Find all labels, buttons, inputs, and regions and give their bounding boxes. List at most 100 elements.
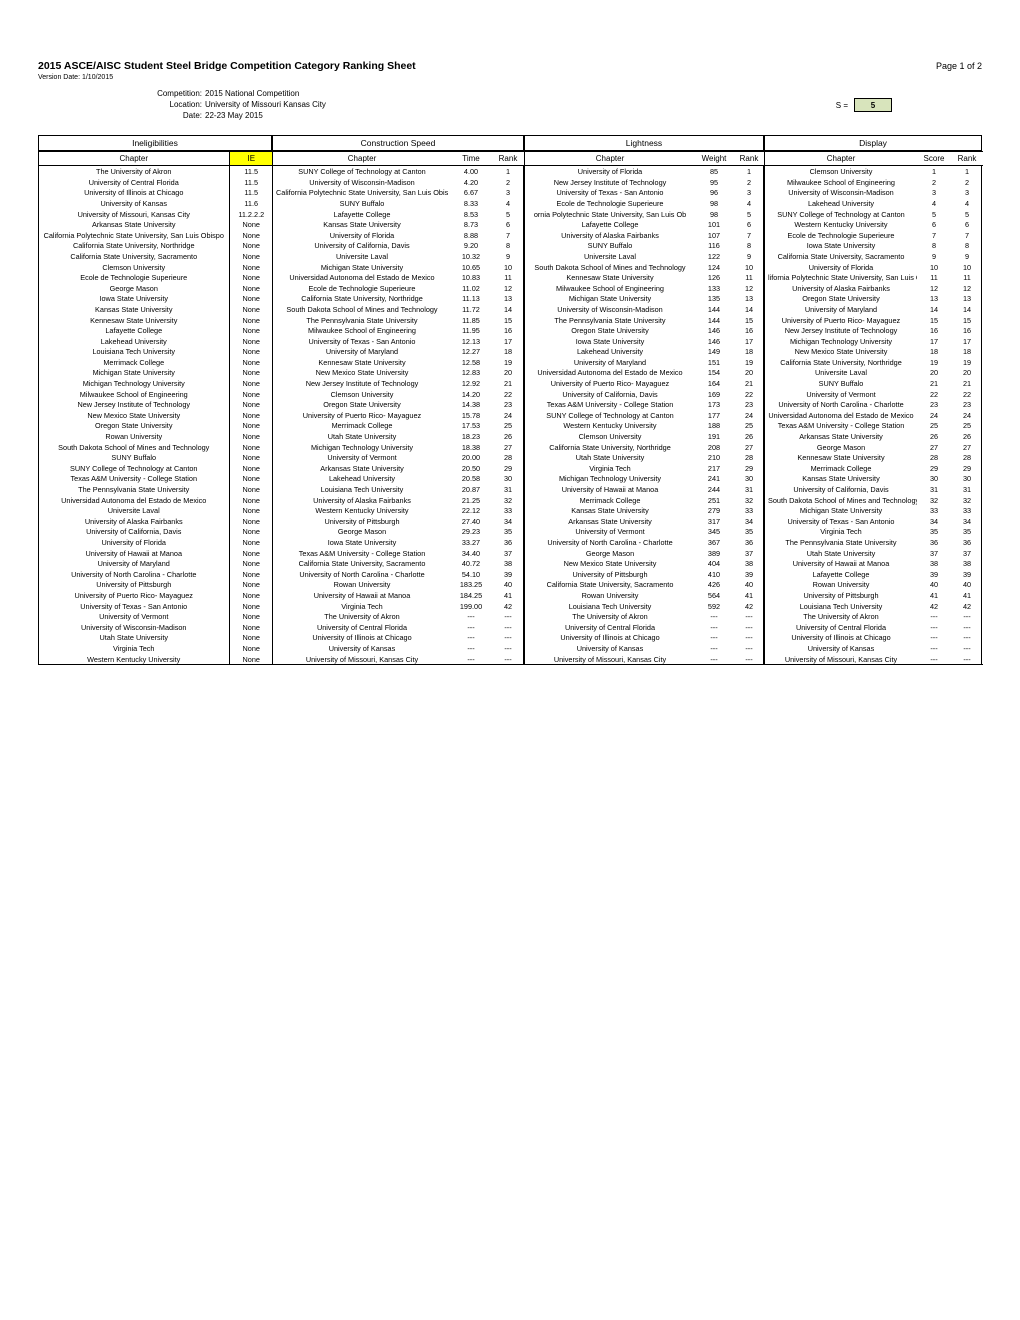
table-row: lifornia Polytechnic State University, S… — [765, 272, 983, 283]
cell-value: 33 — [491, 505, 525, 516]
table-row: University of Hawaii at ManoaNone — [39, 548, 273, 559]
cell-ie: None — [229, 654, 273, 665]
table-row: California State University, Sacramento4… — [525, 580, 765, 591]
table-row: Kansas State University3030 — [765, 474, 983, 485]
cell-chapter: University of Texas - San Antonio — [765, 516, 917, 527]
cell-value: 11.72 — [451, 304, 491, 315]
cell-value: 14 — [491, 304, 525, 315]
cell-value: 35 — [733, 527, 765, 538]
cell-value: 32 — [951, 495, 983, 506]
cell-chapter: Iowa State University — [273, 537, 451, 548]
cell-value: 18 — [951, 346, 983, 357]
cell-chapter: University of Maryland — [273, 346, 451, 357]
cell-value: 10 — [733, 262, 765, 273]
cell-chapter: Ecole de Technologie Superieure — [765, 230, 917, 241]
cell-value: 18 — [917, 346, 951, 357]
cell-chapter: University of Central Florida — [525, 622, 695, 633]
cell-value: 1 — [733, 166, 765, 177]
cell-value: 42 — [733, 601, 765, 612]
cell-chapter: California State University, Northridge — [525, 442, 695, 453]
cell-value: 592 — [695, 601, 733, 612]
cell-chapter: University of Missouri, Kansas City — [525, 654, 695, 665]
table-row: Ecole de Technologie SuperieureNone — [39, 272, 273, 283]
table-row: California Polytechnic State University,… — [273, 188, 525, 199]
cell-chapter: University of Pittsburgh — [525, 569, 695, 580]
cell-value: 16 — [951, 325, 983, 336]
cell-value: --- — [695, 654, 733, 665]
cell-chapter: Michigan State University — [765, 505, 917, 516]
table-row: University of Kansas------ — [765, 643, 983, 654]
cell-value: 13 — [951, 294, 983, 305]
cell-ie: None — [229, 590, 273, 601]
table-row: University of Missouri, Kansas City11.2.… — [39, 209, 273, 220]
cell-value: 23 — [917, 399, 951, 410]
table-row: University of Maryland15119 — [525, 357, 765, 368]
cell-value: 2 — [917, 177, 951, 188]
table-row: Michigan State University3333 — [765, 505, 983, 516]
cell-chapter: Universidad Autonoma del Estado de Mexic… — [765, 410, 917, 421]
table-row: Western Kentucky University66 — [765, 219, 983, 230]
table-inel: Chapter IE The University of Akron11.5Un… — [39, 151, 273, 665]
cell-chapter: Texas A&M University - College Station — [39, 474, 229, 485]
cell-value: --- — [951, 654, 983, 665]
table-row: Rowan University56441 — [525, 590, 765, 601]
cell-value: 25 — [917, 421, 951, 432]
table-row: ornia Polytechnic State University, San … — [525, 209, 765, 220]
cell-chapter: Rowan University — [525, 590, 695, 601]
cell-ie: None — [229, 622, 273, 633]
cell-value: --- — [491, 633, 525, 644]
cell-chapter: Merrimack College — [273, 421, 451, 432]
cell-chapter: SUNY Buffalo — [765, 378, 917, 389]
th-disp-rank: Rank — [951, 152, 983, 166]
table-row: SUNY Buffalo1168 — [525, 241, 765, 252]
page: 2015 ASCE/AISC Student Steel Bridge Comp… — [0, 0, 1020, 705]
cell-ie: None — [229, 516, 273, 527]
table-row: University of Vermont34535 — [525, 527, 765, 538]
cell-value: 31 — [733, 484, 765, 495]
table-row: The Pennsylvania State University14415 — [525, 315, 765, 326]
cell-ie: None — [229, 505, 273, 516]
cell-chapter: University of Illinois at Chicago — [39, 188, 229, 199]
cell-value: 36 — [491, 537, 525, 548]
cell-value: 21 — [733, 378, 765, 389]
cell-value: 3 — [917, 188, 951, 199]
cell-value: 7 — [951, 230, 983, 241]
cell-chapter: California State University, Northridge — [39, 241, 229, 252]
cell-value: 22 — [951, 389, 983, 400]
cell-value: 36 — [733, 537, 765, 548]
cell-chapter: Virginia Tech — [525, 463, 695, 474]
cell-chapter: University of Florida — [39, 537, 229, 548]
table-row: Universidad Autonoma del Estado de Mexic… — [39, 495, 273, 506]
cell-chapter: University of Alaska Fairbanks — [39, 516, 229, 527]
cell-value: --- — [491, 622, 525, 633]
cell-value: 25 — [491, 421, 525, 432]
cell-value: 30 — [733, 474, 765, 485]
cell-chapter: Arkansas State University — [273, 463, 451, 474]
th-inel-ie: IE — [229, 152, 273, 166]
cell-chapter: Western Kentucky University — [273, 505, 451, 516]
cell-value: 34 — [491, 516, 525, 527]
cell-chapter: Kansas State University — [39, 304, 229, 315]
cell-value: 107 — [695, 230, 733, 241]
cell-chapter: Lakehead University — [765, 198, 917, 209]
th-light-weight: Weight — [695, 152, 733, 166]
competition-value: 2015 National Competition — [205, 89, 299, 98]
cell-value: 5 — [491, 209, 525, 220]
cell-chapter: New Jersey Institute of Technology — [39, 399, 229, 410]
table-row: The Pennsylvania State University11.8515 — [273, 315, 525, 326]
cell-value: 5 — [951, 209, 983, 220]
table-row: New Mexico State University12.8320 — [273, 368, 525, 379]
location-value: University of Missouri Kansas City — [205, 100, 326, 109]
cell-value: 42 — [951, 601, 983, 612]
cell-chapter: University of Vermont — [525, 527, 695, 538]
cell-value: 3 — [951, 188, 983, 199]
cell-value: 317 — [695, 516, 733, 527]
cell-ie: 11.5 — [229, 188, 273, 199]
cell-chapter: Rowan University — [39, 431, 229, 442]
cell-value: 29.23 — [451, 527, 491, 538]
meta-block: Competition:2015 National Competition Lo… — [38, 89, 982, 121]
cell-chapter: University of Kansas — [39, 198, 229, 209]
cell-value: 9.20 — [451, 241, 491, 252]
cell-chapter: University of Florida — [765, 262, 917, 273]
cell-chapter: University of North Carolina - Charlotte — [525, 537, 695, 548]
